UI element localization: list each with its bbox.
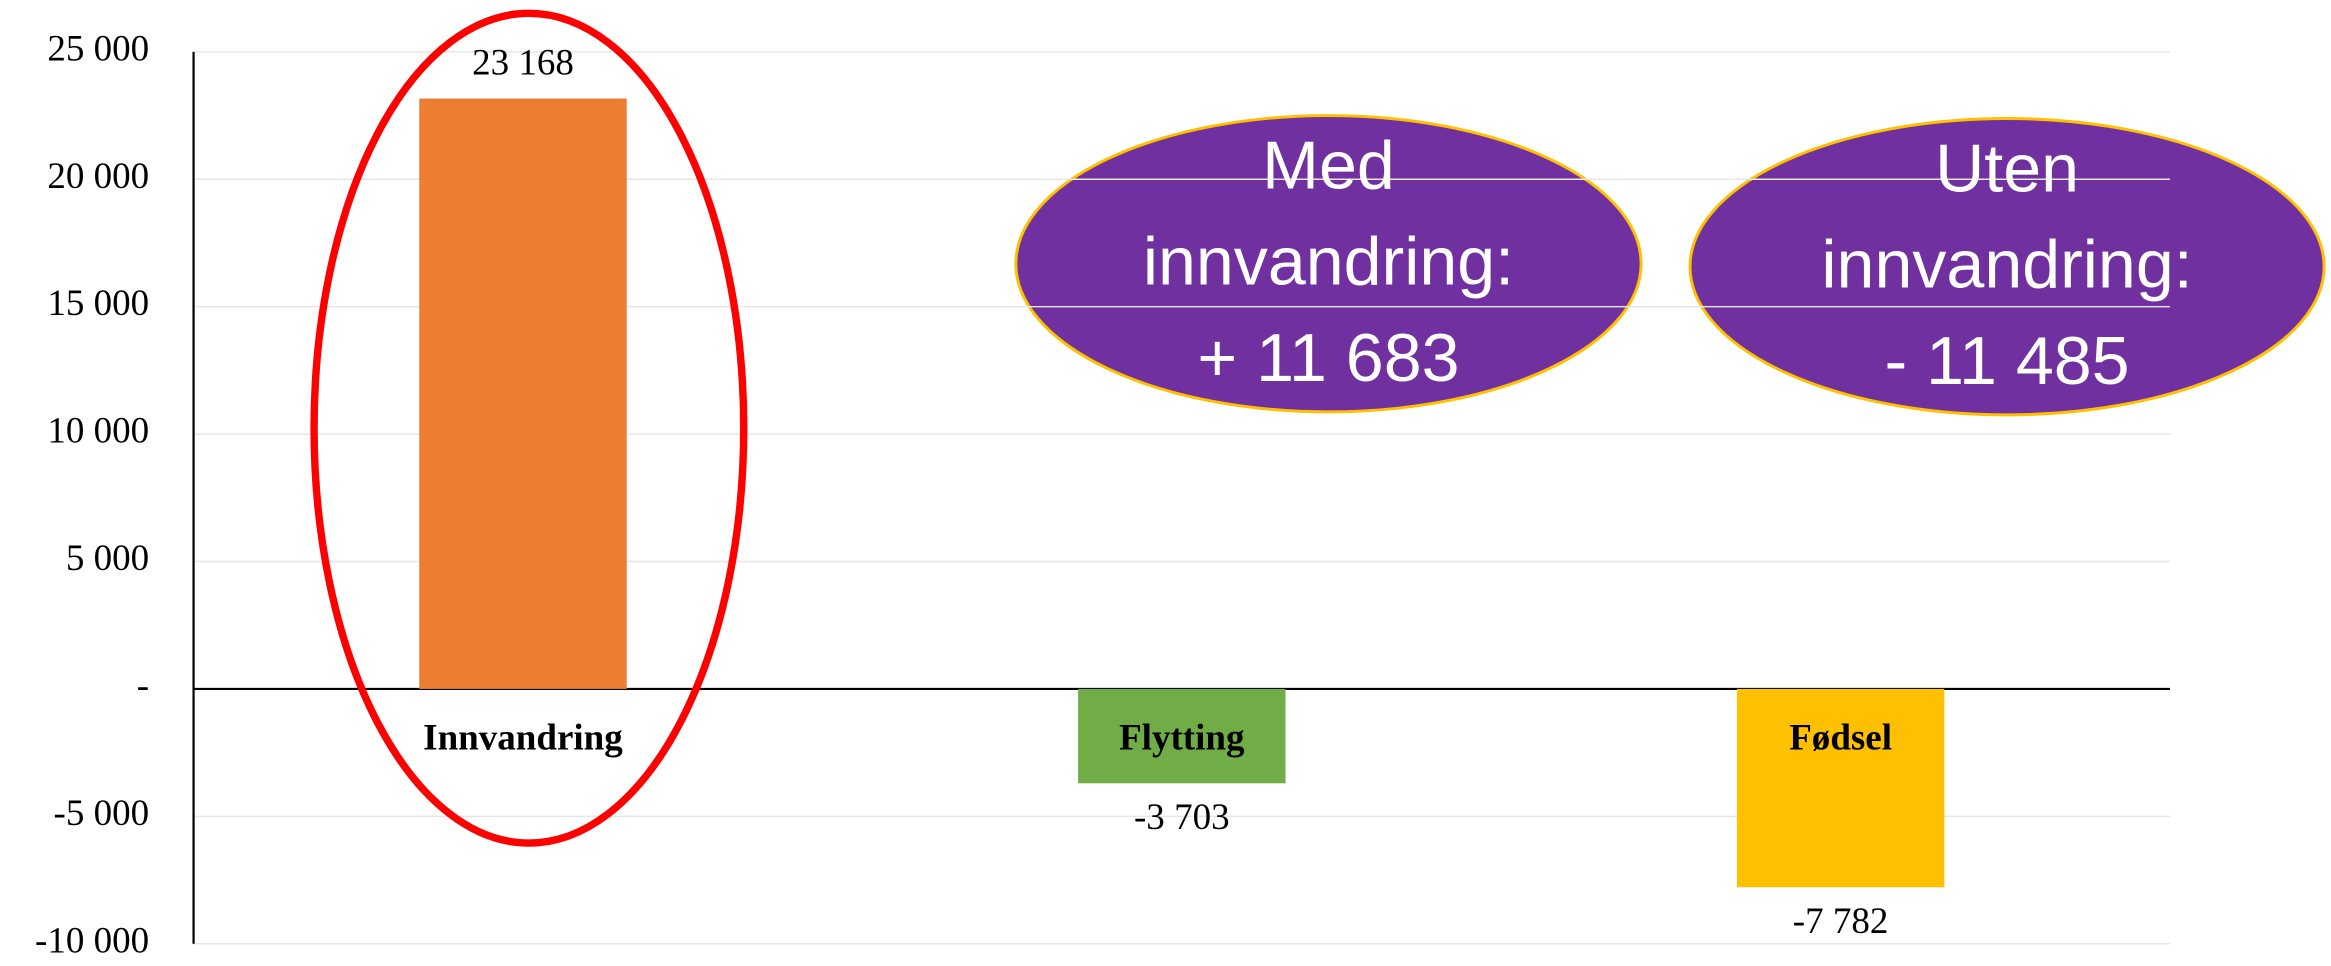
category-label: Flytting	[1119, 717, 1245, 758]
y-tick-label: -5 000	[54, 793, 150, 834]
bar	[419, 98, 627, 689]
annotation-bubble	[1688, 117, 2326, 417]
y-tick-label: 20 000	[47, 156, 149, 197]
data-label: -3 703	[1134, 797, 1230, 838]
annotation-bubble	[1014, 114, 1643, 414]
y-tick-label: 25 000	[47, 28, 149, 69]
annotation-text: innvandring:	[1143, 224, 1514, 300]
annotation-text: + 11 683	[1197, 320, 1459, 396]
annotation-text: innvandring:	[1821, 227, 2192, 303]
bar	[1736, 688, 1945, 888]
y-tick-label: 15 000	[47, 283, 149, 324]
bar	[1078, 688, 1286, 784]
y-tick-label: 5 000	[66, 538, 149, 579]
y-tick-label: -	[137, 665, 149, 706]
category-label: Fødsel	[1789, 717, 1892, 758]
annotation-text: Uten	[1935, 130, 2079, 206]
y-tick-label: 10 000	[47, 411, 149, 452]
annotation-text: Med	[1262, 127, 1395, 203]
data-label: -7 782	[1793, 901, 1889, 942]
data-label: 23 168	[472, 42, 574, 83]
y-tick-label: -10 000	[35, 920, 149, 961]
highlight-ring	[310, 9, 748, 847]
annotation-text: - 11 485	[1885, 323, 2130, 399]
category-label: Innvandring	[423, 717, 623, 758]
